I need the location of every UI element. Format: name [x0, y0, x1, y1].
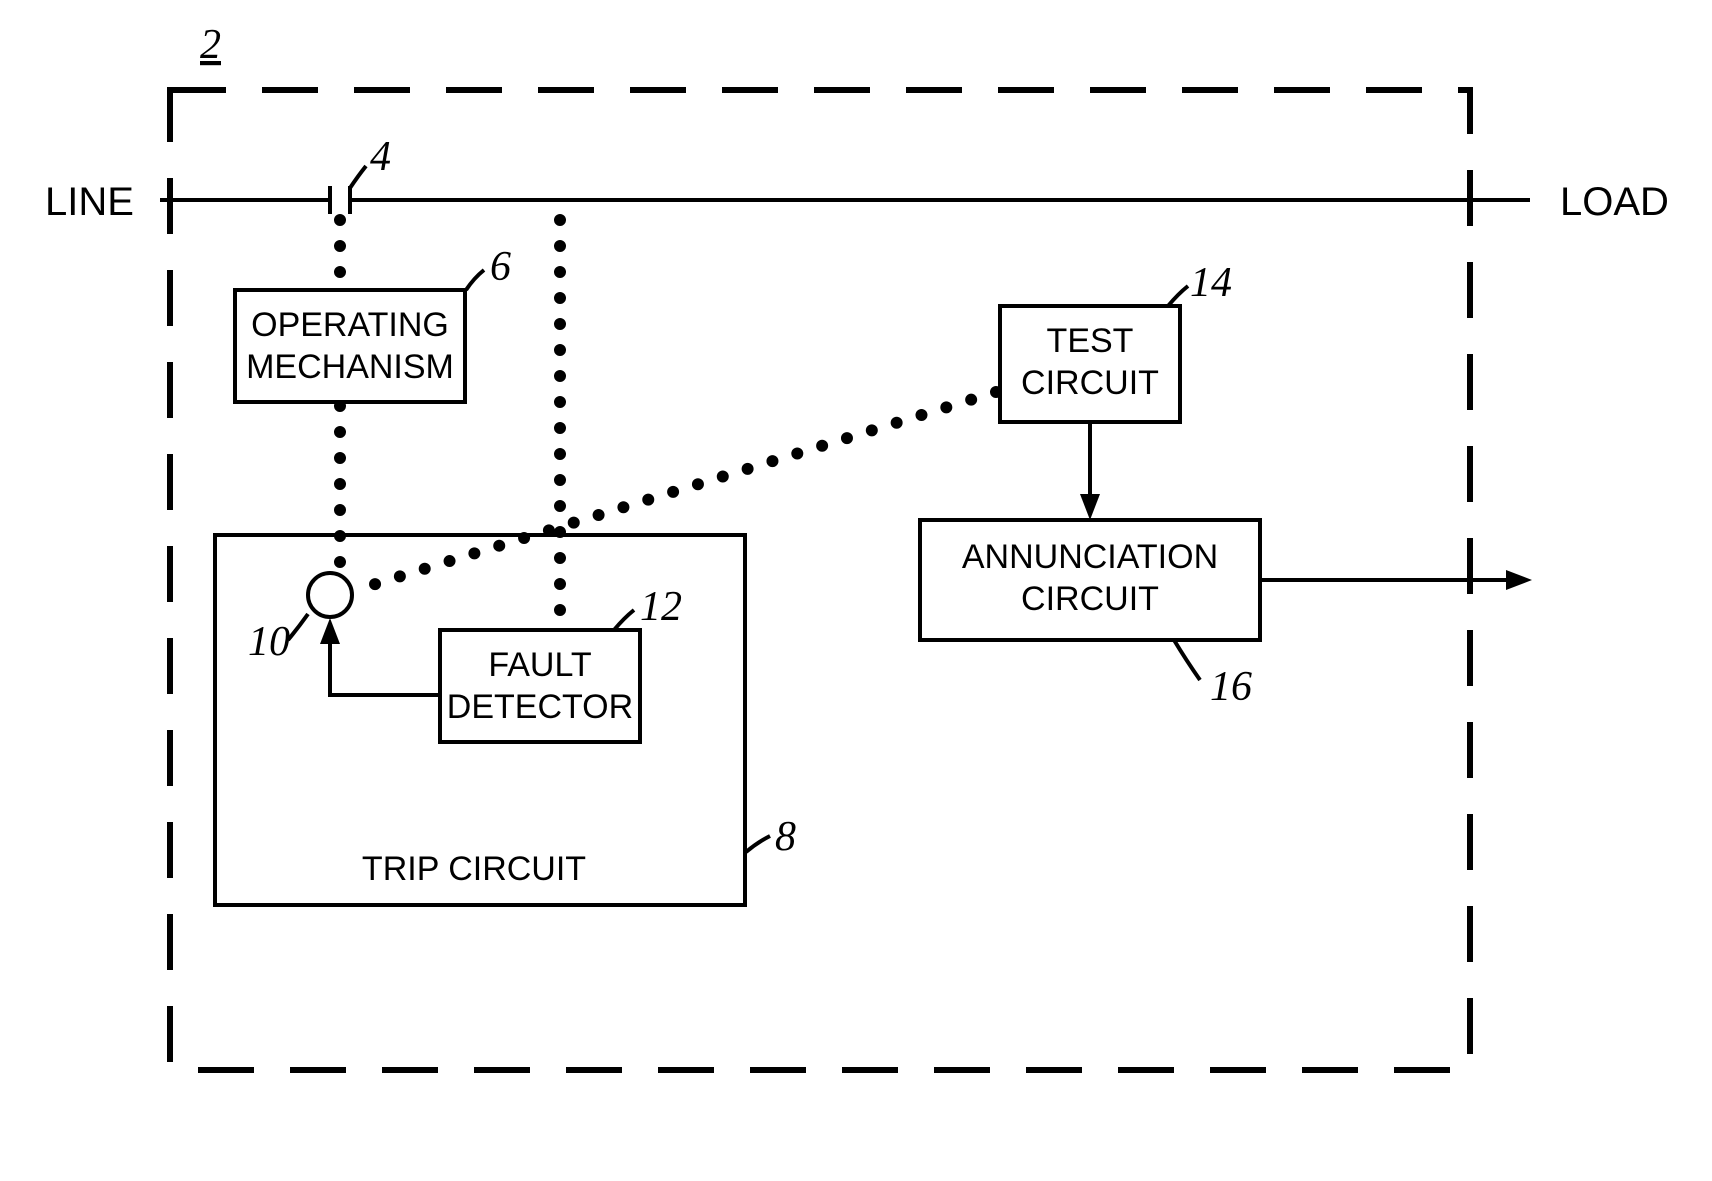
arrow-annun-out-head	[1506, 570, 1532, 590]
operating-mechanism-label-1: OPERATING	[251, 306, 449, 344]
contacts-ref-num: 4	[370, 134, 391, 180]
fault-detector-label-1: FAULT	[488, 646, 591, 684]
fault-detector-label-2: DETECTOR	[447, 688, 633, 726]
annunciation-circuit-leader	[1174, 640, 1200, 680]
operating-mechanism-leader	[466, 270, 484, 290]
test-circuit-leader	[1168, 286, 1188, 306]
fault-detector-ref-num: 12	[640, 584, 682, 630]
load-label: LOAD	[1560, 180, 1669, 224]
annunciation-circuit-ref-num: 16	[1210, 664, 1252, 710]
operating-mechanism-ref-num: 6	[490, 244, 511, 290]
test-circuit-ref-num: 14	[1190, 260, 1232, 306]
trip-actuator-icon	[308, 573, 352, 617]
test-circuit-label-2: CIRCUIT	[1021, 364, 1159, 402]
test-circuit-label-1: TEST	[1047, 322, 1134, 360]
annunciation-circuit-label-2: CIRCUIT	[1021, 580, 1159, 618]
annunciation-circuit-label-1: ANNUNCIATION	[962, 538, 1218, 576]
arrow-test-to-annun-head	[1080, 494, 1100, 520]
trip-circuit-leader	[746, 836, 770, 852]
operating-mechanism-label-2: MECHANISM	[246, 348, 454, 386]
line-label: LINE	[45, 180, 134, 224]
figure-ref-num: 2	[200, 22, 221, 68]
trip-actuator-ref-num: 10	[248, 619, 290, 665]
trip-circuit-ref-num: 8	[775, 814, 796, 860]
trip-circuit-label: TRIP CIRCUIT	[362, 850, 586, 888]
contacts-leader	[350, 166, 366, 188]
